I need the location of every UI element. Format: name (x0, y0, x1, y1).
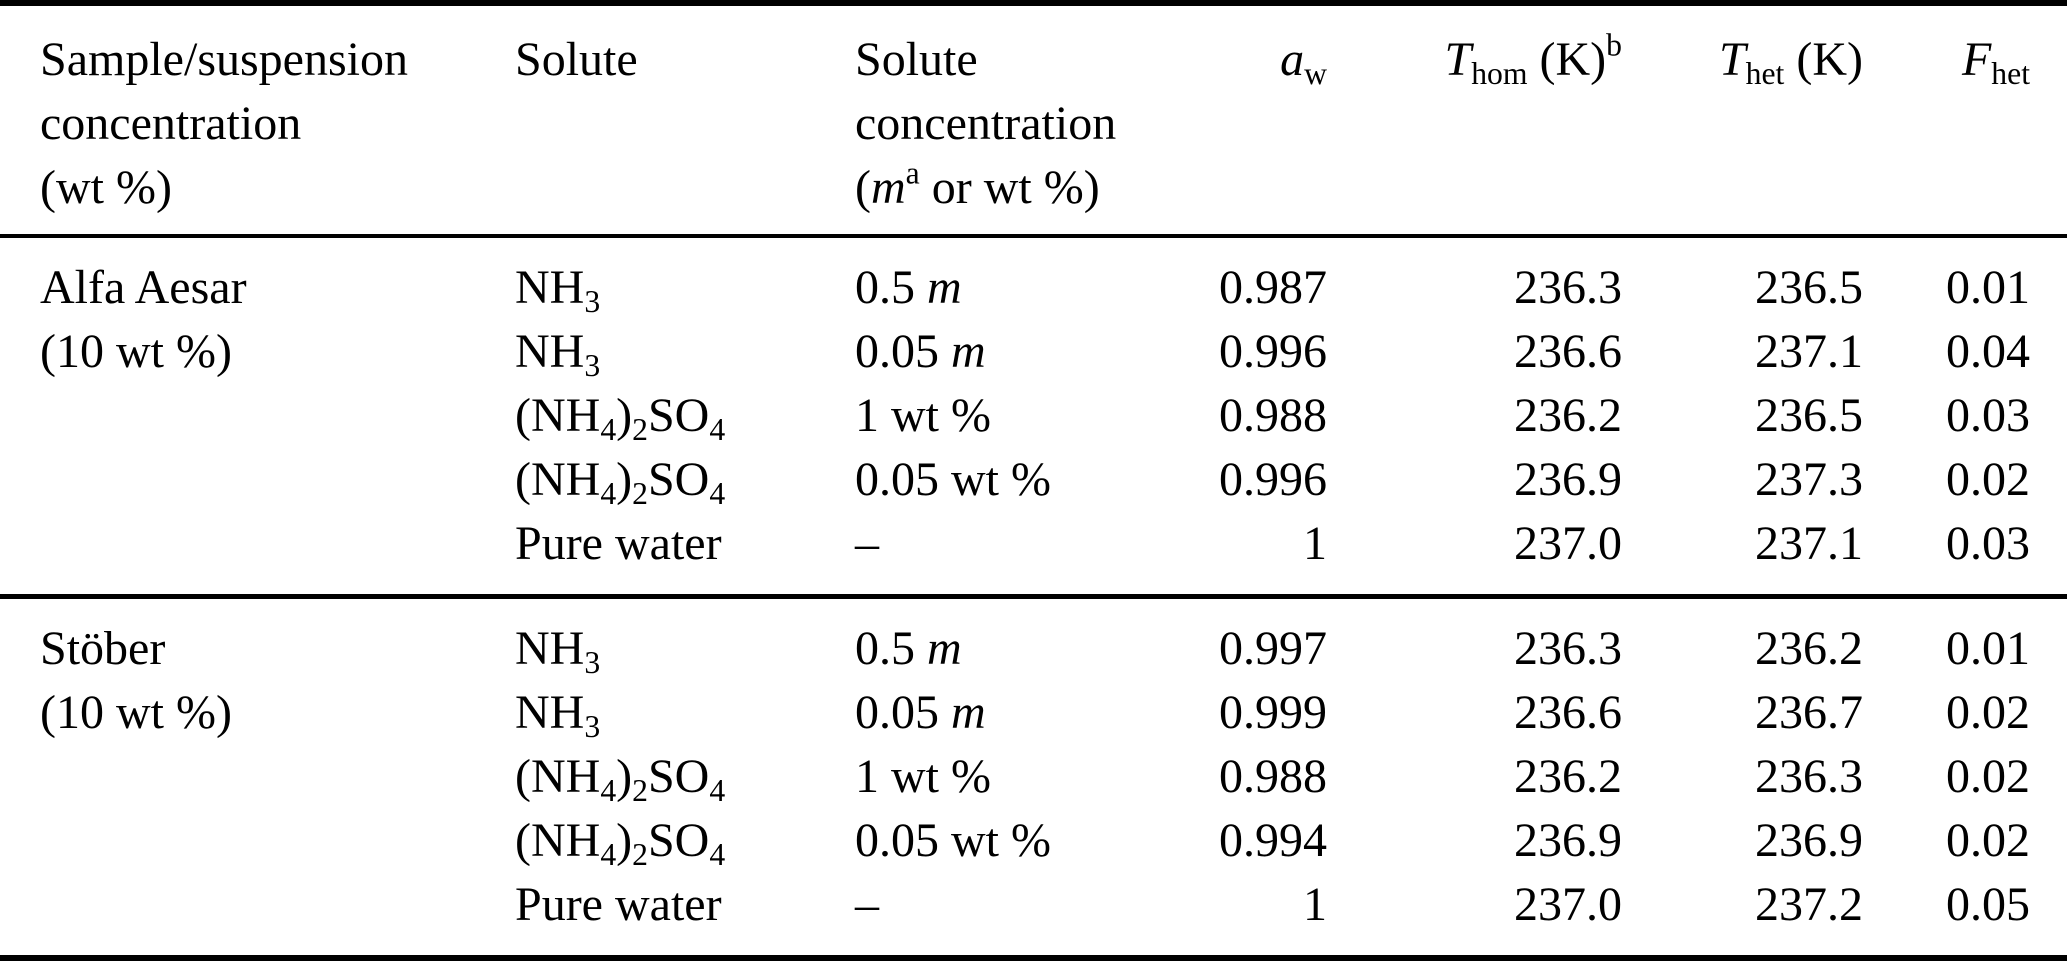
cell-solute: Pure water (515, 517, 722, 570)
cell-solute: Pure water (515, 878, 722, 931)
table-row: (NH4)2SO4 1 wt % 0.988 236.2 236.3 0.02 (0, 745, 2067, 809)
group-stober: Stöber (10 wt %) NH3 0.5 m 0.997 236.3 2… (0, 596, 2067, 959)
header-line: (ma or wt %) (855, 155, 1100, 214)
table-row: Alfa Aesar (10 wt %) NH3 0.5 m 0.987 236… (0, 236, 2067, 378)
sample-concentration: (10 wt %) (40, 686, 232, 739)
cell-thet: 237.1 (1755, 517, 1863, 570)
table-header: Sample/suspension concentration (wt %) S… (0, 3, 2067, 238)
cell-solute: (NH4)2SO4 (515, 453, 726, 511)
cell-aw: 0.997 (1219, 622, 1327, 675)
cell-solute: NH3 (515, 686, 601, 744)
table-row: (NH4)2SO4 0.05 wt % 0.994 236.9 236.9 0.… (0, 809, 2067, 873)
cell-thom: 236.9 (1514, 814, 1622, 867)
cell-concentration: 0.5 m (855, 622, 962, 675)
cell-thet: 236.7 (1755, 686, 1863, 739)
header-cell-solute-concentration: Solute concentration (ma or wt %) (855, 3, 1145, 238)
header-line: Sample/suspension (40, 33, 408, 86)
cell-solute: (NH4)2SO4 (515, 389, 726, 447)
cell-fhet: 0.01 (1946, 622, 2030, 675)
cell-solute: NH3 (515, 325, 601, 383)
table-row: Stöber (10 wt %) NH3 0.5 m 0.997 236.3 2… (0, 597, 2067, 739)
cell-thom: 236.6 (1514, 686, 1622, 739)
table-row: Pure water – 1 237.0 237.2 0.05 (0, 873, 2067, 958)
cell-solute: (NH4)2SO4 (515, 750, 726, 808)
header-line: Solute (855, 33, 978, 86)
sample-concentration: (10 wt %) (40, 325, 232, 378)
header-cell-fhet: Fhet (1863, 3, 2067, 238)
cell-solute: NH3 (515, 622, 601, 680)
cell-aw: 0.987 (1219, 261, 1327, 314)
cell-fhet: 0.03 (1946, 517, 2030, 570)
cell-aw: 0.996 (1219, 325, 1327, 378)
cell-thom: 237.0 (1514, 878, 1622, 931)
cell-thet: 236.3 (1755, 750, 1863, 803)
cell-concentration: 0.5 m (855, 261, 962, 314)
cell-sample: Alfa Aesar (10 wt %) (0, 236, 515, 597)
cell-thom: 236.2 (1514, 750, 1622, 803)
cell-thet: 237.2 (1755, 878, 1863, 931)
header-cell-solute: Solute (515, 3, 855, 238)
cell-fhet: 0.02 (1946, 453, 2030, 506)
cell-thom: 236.3 (1514, 261, 1622, 314)
cell-solute: NH3 (515, 261, 601, 319)
cell-thom: 236.6 (1514, 325, 1622, 378)
cell-aw: 0.988 (1219, 389, 1327, 442)
cell-thom: 236.9 (1514, 453, 1622, 506)
header-cell-thet: Thet (K) (1622, 3, 1863, 238)
cell-fhet: 0.02 (1946, 750, 2030, 803)
cell-thet: 236.5 (1755, 389, 1863, 442)
cell-fhet: 0.05 (1946, 878, 2030, 931)
cell-fhet: 0.01 (1946, 261, 2030, 314)
header-line: concentration (40, 97, 302, 150)
cell-aw: 1 (1303, 878, 1327, 931)
cell-concentration: – (855, 517, 879, 570)
cell-concentration: 0.05 wt % (855, 453, 1051, 506)
group-alfa-aesar: Alfa Aesar (10 wt %) NH3 0.5 m 0.987 236… (0, 236, 2067, 597)
cell-aw: 0.999 (1219, 686, 1327, 739)
cell-fhet: 0.02 (1946, 814, 2030, 867)
header-cell-aw: aw (1145, 3, 1327, 238)
cell-aw: 0.994 (1219, 814, 1327, 867)
header-line: concentration (855, 97, 1117, 150)
cell-fhet: 0.02 (1946, 686, 2030, 739)
table-row: Pure water – 1 237.0 237.1 0.03 (0, 512, 2067, 597)
cell-thet: 236.5 (1755, 261, 1863, 314)
sample-name: Stöber (40, 622, 166, 675)
cell-concentration: 0.05 m (855, 325, 986, 378)
header-line: (wt %) (40, 161, 172, 214)
table-row: (NH4)2SO4 1 wt % 0.988 236.2 236.5 0.03 (0, 384, 2067, 448)
cell-aw: 1 (1303, 517, 1327, 570)
header-cell-sample: Sample/suspension concentration (wt %) (0, 3, 515, 238)
table-row: NH3 0.05 m 0.996 236.6 237.1 0.04 (0, 320, 2067, 384)
cell-solute: (NH4)2SO4 (515, 814, 726, 872)
table-row: (NH4)2SO4 0.05 wt % 0.996 236.9 237.3 0.… (0, 448, 2067, 512)
cell-thom: 236.3 (1514, 622, 1622, 675)
cell-fhet: 0.04 (1946, 325, 2030, 378)
cell-thet: 236.9 (1755, 814, 1863, 867)
cell-thom: 236.2 (1514, 389, 1622, 442)
cell-thom: 237.0 (1514, 517, 1622, 570)
header-cell-thom: Thom (K)b (1327, 3, 1622, 238)
cell-aw: 0.996 (1219, 453, 1327, 506)
header-row: Sample/suspension concentration (wt %) S… (0, 3, 2067, 238)
cell-sample: Stöber (10 wt %) (0, 597, 515, 959)
cell-thet: 237.3 (1755, 453, 1863, 506)
cell-aw: 0.988 (1219, 750, 1327, 803)
cell-concentration: 0.05 wt % (855, 814, 1051, 867)
cell-concentration: 1 wt % (855, 750, 991, 803)
header-line: Solute (515, 33, 638, 86)
cell-thet: 236.2 (1755, 622, 1863, 675)
cell-concentration: 0.05 m (855, 686, 986, 739)
cell-concentration: 1 wt % (855, 389, 991, 442)
cell-concentration: – (855, 878, 879, 931)
cell-thet: 237.1 (1755, 325, 1863, 378)
cell-fhet: 0.03 (1946, 389, 2030, 442)
table-row: NH3 0.05 m 0.999 236.6 236.7 0.02 (0, 681, 2067, 745)
sample-name: Alfa Aesar (40, 261, 247, 314)
